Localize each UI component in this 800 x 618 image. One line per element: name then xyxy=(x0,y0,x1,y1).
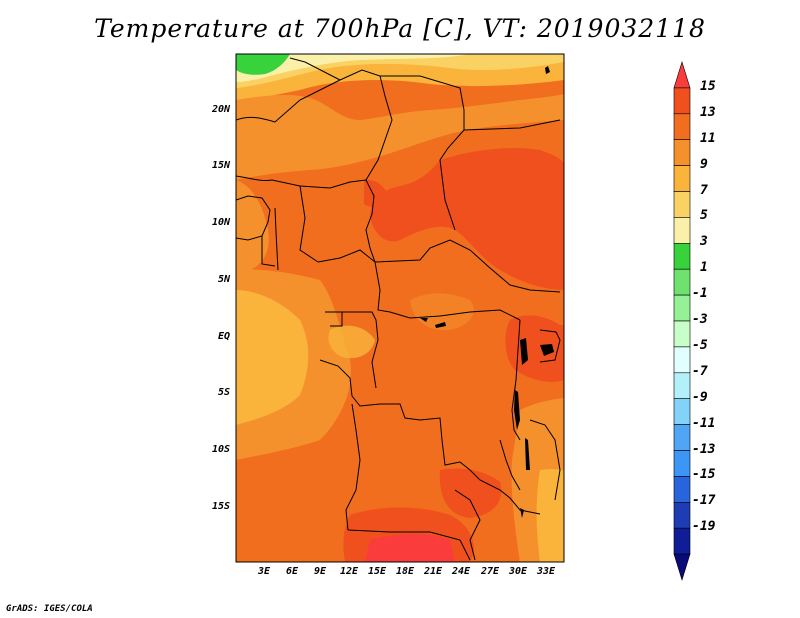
colorbar-box xyxy=(673,139,691,166)
colorbar-level-label: -13 xyxy=(692,441,716,457)
colorbar-level-label: 9 xyxy=(700,156,708,172)
lon-label: 18E xyxy=(395,566,415,577)
lat-label: 5N xyxy=(217,274,230,285)
colorbar-box xyxy=(673,372,691,399)
colorbar-level-label: 7 xyxy=(700,182,708,198)
field-band-3-5 xyxy=(236,54,470,82)
lon-label: 12E xyxy=(339,566,359,577)
colorbar-box xyxy=(673,527,691,555)
lakes xyxy=(420,66,554,518)
country-boundaries xyxy=(236,57,561,561)
field-band-9-11-west xyxy=(236,180,269,275)
colorbar-box xyxy=(673,268,691,296)
colorbar-level-label: 1 xyxy=(700,260,708,276)
colorbar-box xyxy=(673,320,691,348)
lat-label: 20N xyxy=(211,104,230,115)
colorbar-box xyxy=(673,165,691,192)
field-band-7-9-coast xyxy=(236,290,309,425)
colorbar-level-label: 5 xyxy=(700,208,708,224)
colorbar-box xyxy=(673,113,691,141)
field-band-13-15-zambia xyxy=(439,468,502,518)
lat-label: 10N xyxy=(211,217,230,228)
colorbar-box xyxy=(673,217,691,244)
colorbar-level-label: -7 xyxy=(692,363,708,379)
lon-label: 15E xyxy=(367,566,387,577)
lon-label: 21E xyxy=(423,566,443,577)
lon-label: 3E xyxy=(257,566,271,577)
colorbar-level-label: -17 xyxy=(692,493,716,509)
field-band-13-15-lakes xyxy=(505,315,564,382)
colorbar-box xyxy=(673,191,691,218)
lat-label: 5S xyxy=(217,387,230,398)
colorbar-level-label: -1 xyxy=(692,286,708,302)
colorbar-level-label: -5 xyxy=(692,337,708,353)
colorbar-level-label: 3 xyxy=(700,234,708,250)
colorbar-box xyxy=(673,243,691,270)
colorbar-level-label: 15 xyxy=(700,78,716,94)
colorbar-level-label: 13 xyxy=(700,104,716,120)
map-frame xyxy=(235,53,565,563)
field-band-13-15-lake xyxy=(364,179,388,207)
colorbar-box xyxy=(673,346,691,374)
lon-label: 27E xyxy=(480,566,500,577)
colorbar-box xyxy=(673,424,691,451)
field-band-1-3 xyxy=(236,54,290,75)
lat-label: 15S xyxy=(211,501,230,512)
temperature-field xyxy=(236,54,564,562)
colorbar-box xyxy=(673,476,691,503)
lat-label: EQ xyxy=(217,331,230,342)
lat-label: 10S xyxy=(211,444,230,455)
colorbar-box xyxy=(673,501,691,529)
colorbar-box xyxy=(673,398,691,425)
colorbar-box xyxy=(673,450,691,477)
colorbar-level-label: -19 xyxy=(692,519,716,535)
colorbar xyxy=(673,60,691,582)
lon-label: 24E xyxy=(451,566,471,577)
field-band-9-11-north xyxy=(236,94,564,180)
lon-label: 6E xyxy=(285,566,299,577)
colorbar-level-label: -11 xyxy=(692,415,716,431)
field-band-7-9-east xyxy=(536,469,564,562)
map-title: Temperature at 700hPa [C], VT: 201903211… xyxy=(94,14,706,43)
lon-label: 9E xyxy=(313,566,327,577)
colorbar-level-label: -9 xyxy=(692,389,708,405)
field-patch-gabon xyxy=(328,325,375,359)
colorbar-box xyxy=(673,87,691,115)
lon-label: 30E xyxy=(508,566,528,577)
colorbar-level-label: 11 xyxy=(700,130,716,146)
colorbar-box xyxy=(673,294,691,322)
colorbar-level-label: -3 xyxy=(692,312,708,327)
field-band-15-south xyxy=(365,534,455,562)
field-band-13-15-north xyxy=(370,148,564,290)
footer-credit: GrADS: IGES/COLA xyxy=(6,604,93,614)
colorbar-bottom-arrow xyxy=(673,553,691,582)
lon-label: 33E xyxy=(536,566,556,577)
colorbar-level-label: -15 xyxy=(692,467,716,483)
lat-label: 15N xyxy=(211,160,230,171)
colorbar-top-arrow xyxy=(673,60,691,89)
